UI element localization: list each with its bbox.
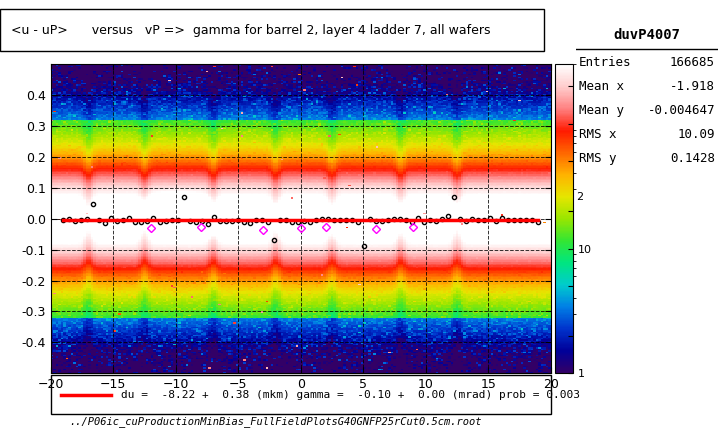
Text: ../P06ic_cuProductionMinBias_FullFieldPlotsG40GNFP25rCut0.5cm.root: ../P06ic_cuProductionMinBias_FullFieldPl… [70, 416, 481, 427]
Text: -0.004647: -0.004647 [647, 104, 715, 117]
Text: 0.1428: 0.1428 [670, 152, 715, 165]
Text: RMS x: RMS x [579, 128, 617, 141]
Text: du =  -8.22 +  0.38 (mkm) gamma =  -0.10 +  0.00 (mrad) prob = 0.003: du = -8.22 + 0.38 (mkm) gamma = -0.10 + … [121, 390, 580, 400]
Text: Mean y: Mean y [579, 104, 624, 117]
Text: <u - uP>      versus   vP =>  gamma for barrel 2, layer 4 ladder 7, all wafers: <u - uP> versus vP => gamma for barrel 2… [11, 24, 490, 36]
Text: 166685: 166685 [670, 56, 715, 69]
Text: duvP4007: duvP4007 [613, 28, 681, 42]
Text: RMS y: RMS y [579, 152, 617, 165]
Text: Mean x: Mean x [579, 80, 624, 93]
Text: 10.09: 10.09 [677, 128, 715, 141]
Text: -1.918: -1.918 [670, 80, 715, 93]
Text: 2: 2 [576, 192, 584, 202]
Text: Entries: Entries [579, 56, 631, 69]
